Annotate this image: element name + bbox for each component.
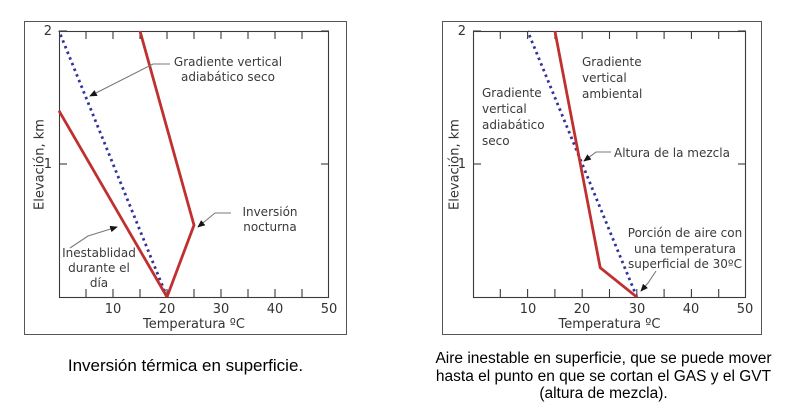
panel2-frame [442, 21, 762, 335]
y-tick-label-1: 1 [457, 157, 466, 172]
chart2-series-layer [473, 30, 746, 299]
x-tick-label: 20 [158, 302, 176, 317]
x-tick-label: 10 [104, 302, 122, 317]
y-axis-label: Elevación, km [32, 119, 48, 210]
series-gradiente-adiabatico-seco [57, 30, 169, 298]
figure1-caption: Inversión térmica en superficie. [67, 356, 304, 375]
leader-inversion-nocturna [197, 212, 231, 228]
x-tick-label: 50 [736, 302, 754, 317]
y-axis-label: Elevación, km [447, 119, 463, 210]
leader-altura-mezcla [583, 151, 611, 162]
annotation-altura-mezcla: Altura de la mezcla [614, 146, 730, 160]
leader-gradiente-seco-chart1 [89, 63, 170, 97]
x-tick-label: 30 [212, 302, 230, 317]
series-inestablidad-dia [57, 110, 169, 298]
y-tick-label-2: 2 [457, 24, 466, 39]
x-axis-label: Temperatura ºC [558, 317, 661, 332]
x-tick-label: 20 [573, 302, 591, 317]
x-tick-label: 50 [320, 302, 338, 317]
annotation-porcion-aire: Porción de aire con una temperatura supe… [627, 226, 743, 271]
figure2-caption: Aire inestable en superficie, que se pue… [435, 350, 772, 402]
x-tick-label: 40 [266, 302, 284, 317]
y-tick-label-1: 1 [43, 157, 52, 172]
series-gradiente-adiabatico-seco [526, 30, 639, 298]
x-tick-label: 10 [519, 302, 537, 317]
annotation-inversion-nocturna: Inversión nocturna [242, 205, 298, 234]
series-gradiente-ambiental [553, 30, 638, 299]
annotation-inestablidad: Inestablidad durante el día [62, 246, 136, 290]
leader-inestablidad [69, 225, 118, 249]
annotation-gradiente-seco-2: Gradiente vertical adiabático seco [482, 86, 545, 148]
annotation-gradiente-seco: Gradiente vertical adiabático seco [173, 55, 283, 84]
x-tick-label: 30 [628, 302, 646, 317]
annotation-gradiente-ambiental: Gradiente vertical ambiental [582, 55, 643, 101]
series-inversion-nocturna [138, 30, 196, 298]
leader-porcion-aire [640, 270, 657, 292]
x-axis-label: Temperatura ºC [143, 317, 245, 332]
chart1-series-layer [57, 30, 329, 298]
x-tick-label: 40 [682, 302, 700, 317]
y-tick-label-2: 2 [43, 24, 52, 39]
panel1-frame [24, 21, 347, 335]
